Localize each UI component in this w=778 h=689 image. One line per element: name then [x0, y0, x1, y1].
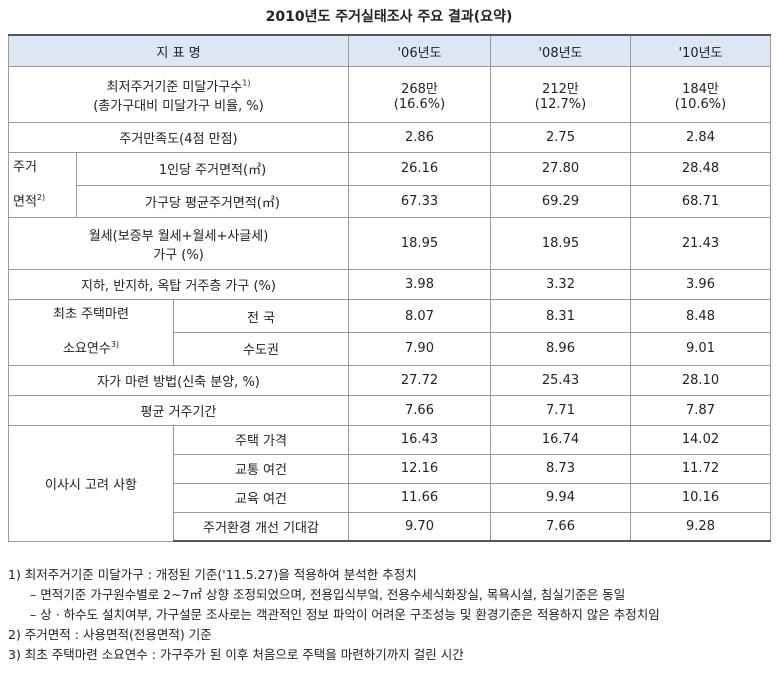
row-label-environment: 주거환경 개선 기대감 [173, 511, 349, 543]
table-row: 가구당 평균주거면적(㎡) 67.33 69.29 68.71 [9, 184, 771, 219]
row-label-rent: 월세(보증부 월세+월세+사글세) 가구 (%) [8, 217, 349, 271]
cell: 14.02 [630, 424, 771, 455]
row-group-area: 주거 면적2) [8, 151, 77, 219]
cell: 11.72 [630, 453, 771, 484]
table-row: 지하, 반지하, 옥탑 거주층 가구 (%) 3.98 3.32 3.96 [8, 269, 771, 301]
row-label-own-home: 자가 마련 방법(신축 분양, %) [8, 364, 349, 396]
cell: 268만 (16.6%) [348, 66, 491, 123]
cell: 9.28 [630, 511, 771, 543]
table-row: 평균 거주기간 7.66 7.71 7.87 [8, 394, 771, 426]
cell: 7.66 [348, 394, 491, 426]
table-row: 교통 여건 12.16 8.73 11.72 [9, 453, 771, 484]
table-row: 주거환경 개선 기대감 9.70 7.66 9.28 [9, 511, 771, 543]
cell: 2.86 [348, 122, 491, 153]
row-label-traffic: 교통 여건 [173, 453, 349, 484]
cell: 27.72 [348, 364, 491, 396]
header-2006: '06년도 [348, 34, 491, 67]
header-2010: '10년도 [630, 34, 771, 67]
row-label-below-min: 최저주거기준 미달가구수1) (총가구대비 미달가구 비율, %) [8, 66, 349, 123]
row-label-capital: 수도권 [173, 331, 349, 366]
footnote-1a: – 면적기준 가구원수별로 2~7㎡ 상향 조정되었으며, 전용입식부엌, 전용… [30, 587, 626, 602]
table-row: 최저주거기준 미달가구수1) (총가구대비 미달가구 비율, %) 268만 (1… [8, 66, 771, 123]
row-label-education: 교육 여건 [173, 482, 349, 513]
cell: 3.98 [348, 269, 491, 301]
cell: 3.96 [630, 269, 771, 301]
cell: 10.16 [630, 482, 771, 513]
table-row: 월세(보증부 월세+월세+사글세) 가구 (%) 18.95 18.95 21.… [8, 217, 771, 271]
cell: 21.43 [630, 217, 771, 271]
results-table: 지 표 명 '06년도 '08년도 '10년도 최저주거기준 미달가구수1) (… [8, 34, 771, 543]
page-title: 2010년도 주거실태조사 주요 결과(요약) [265, 9, 513, 25]
row-label-satisfaction: 주거만족도(4점 만점) [8, 122, 349, 153]
cell: 9.01 [630, 331, 771, 366]
header-2008: '08년도 [490, 34, 631, 67]
row-label-area-per-household: 가구당 평균주거면적(㎡) [76, 184, 349, 219]
footnote-1b: – 상 · 하수도 설치여부, 가구설문 조사로는 객관적인 정보 파악이 어려… [30, 607, 660, 622]
cell: 69.29 [490, 184, 631, 219]
cell: 8.48 [630, 299, 771, 333]
table-row: 교육 여건 11.66 9.94 10.16 [9, 482, 771, 513]
cell: 12.16 [348, 453, 491, 484]
cell: 184만 (10.6%) [630, 66, 771, 123]
cell: 9.70 [348, 511, 491, 543]
cell: 8.73 [490, 453, 631, 484]
cell: 28.48 [630, 152, 771, 186]
cell: 27.80 [490, 152, 631, 186]
cell: 26.16 [348, 152, 491, 186]
footnote-1: 1) 최저주거기준 미달가구 : 개정된 기준('11.5.27)을 적용하여 … [8, 567, 417, 582]
cell: 7.87 [630, 394, 771, 426]
cell: 11.66 [348, 482, 491, 513]
table-row: 이사시 고려 사항 주택 가격 16.43 16.74 14.02 [8, 424, 771, 542]
row-label-basement: 지하, 반지하, 옥탑 거주층 가구 (%) [8, 269, 349, 301]
table-header-row: 지 표 명 '06년도 '08년도 '10년도 [8, 34, 771, 67]
cell: 18.95 [490, 217, 631, 271]
row-label-price: 주택 가격 [173, 424, 349, 455]
cell: 7.90 [348, 331, 491, 366]
footnote-3: 3) 최초 주택마련 소요연수 : 가구주가 된 이후 처음으로 주택을 마련하… [8, 647, 464, 662]
cell: 7.66 [490, 511, 631, 543]
cell: 2.84 [630, 122, 771, 153]
table-row: 주거 면적2) 1인당 주거면적(㎡) 26.16 27.80 28.48 [8, 151, 771, 219]
cell: 25.43 [490, 364, 631, 396]
footnote-2: 2) 주거면적 : 사용면적(전용면적) 기준 [8, 627, 212, 642]
table-row: 수도권 7.90 8.96 9.01 [9, 331, 771, 366]
cell: 3.32 [490, 269, 631, 301]
table-row: 최초 주택마련 소요연수3) 전 국 8.07 8.31 8.48 [8, 299, 771, 366]
row-label-area-per-person: 1인당 주거면적(㎡) [76, 152, 349, 186]
cell: 67.33 [348, 184, 491, 219]
row-group-first-home: 최초 주택마련 소요연수3) [8, 299, 174, 366]
cell: 28.10 [630, 364, 771, 396]
cell: 68.71 [630, 184, 771, 219]
header-indicator: 지 표 명 [8, 34, 349, 67]
cell: 8.31 [490, 299, 631, 333]
row-group-moving: 이사시 고려 사항 [8, 424, 174, 542]
table-row: 자가 마련 방법(신축 분양, %) 27.72 25.43 28.10 [8, 364, 771, 396]
footnotes: 1) 최저주거기준 미달가구 : 개정된 기준('11.5.27)을 적용하여 … [8, 565, 770, 665]
row-label-nationwide: 전 국 [173, 299, 349, 333]
cell: 9.94 [490, 482, 631, 513]
cell: 2.75 [490, 122, 631, 153]
cell: 16.43 [348, 424, 491, 455]
row-label-avg-residence: 평균 거주기간 [8, 394, 349, 426]
cell: 7.71 [490, 394, 631, 426]
cell: 8.07 [348, 299, 491, 333]
cell: 8.96 [490, 331, 631, 366]
cell: 18.95 [348, 217, 491, 271]
cell: 212만 (12.7%) [490, 66, 631, 123]
cell: 16.74 [490, 424, 631, 455]
table-row: 주거만족도(4점 만점) 2.86 2.75 2.84 [8, 122, 771, 153]
